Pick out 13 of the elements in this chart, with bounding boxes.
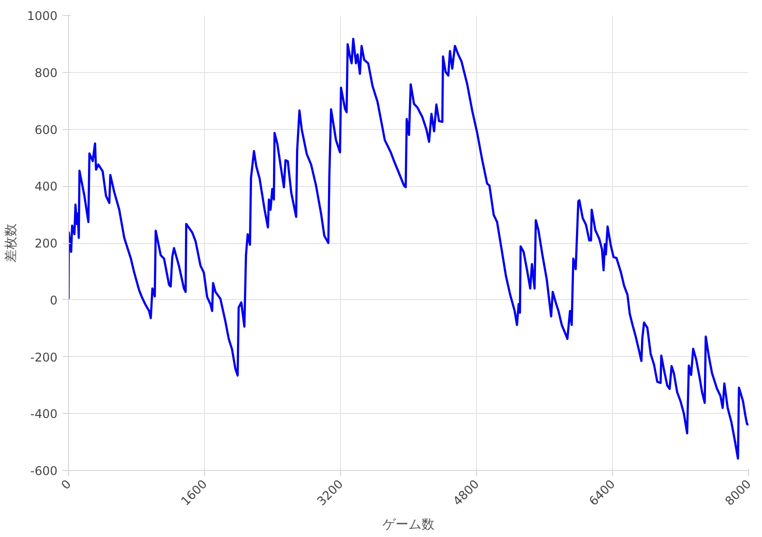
y-tick-label: 1000 (26, 9, 58, 23)
y-tick-label: 600 (34, 122, 58, 137)
y-tick-label: -200 (30, 350, 58, 364)
y-tick-label: 800 (34, 66, 58, 80)
line-series (68, 38, 748, 460)
y-tick-label: 200 (34, 236, 58, 250)
x-axis-title: ゲーム数 (382, 517, 434, 532)
x-tick-label: 0 (58, 476, 74, 492)
y-axis-title: 差枚数 (4, 224, 19, 262)
y-tick-label: 400 (34, 180, 58, 194)
y-tick-label: -400 (30, 407, 58, 422)
y-tick-label: -600 (30, 464, 58, 478)
y-tick-label: 0 (50, 293, 58, 308)
